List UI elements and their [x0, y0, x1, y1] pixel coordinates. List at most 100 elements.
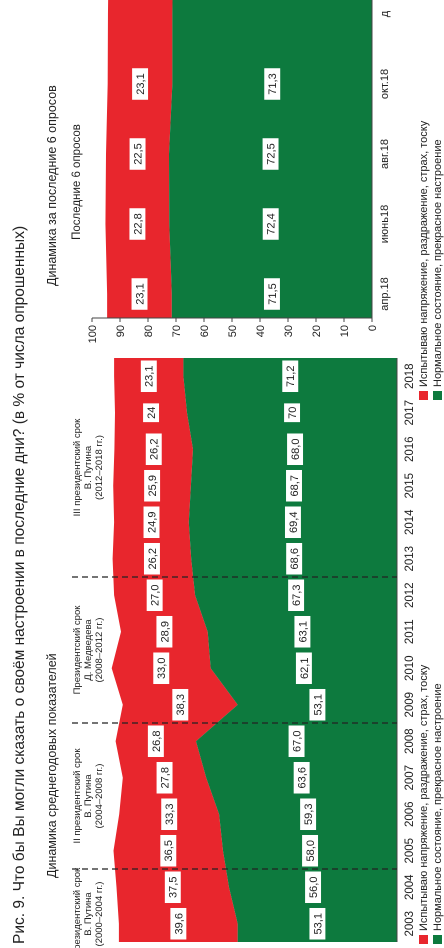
data-label-normal-box [286, 542, 303, 575]
data-label-normal-box [309, 907, 326, 940]
data-label-stress-text: 26,2 [149, 439, 161, 460]
legend-right: Испытываю напряжение, раздражение, страх… [418, 120, 444, 400]
data-label-stress: 23,1 [140, 360, 157, 393]
y-tick-label: 10 [339, 325, 351, 337]
data-label-normal-text: 62,1 [299, 658, 311, 679]
data-label-normal-text: 58,0 [305, 840, 317, 861]
data-label-normal-box [300, 798, 317, 831]
recent-surveys-chart: 0 10 20 30 40 50 60 70 80 90 100 апр.18 июнь18 авг.18… [71, 0, 391, 343]
data-label-stress-text: 24 [146, 407, 158, 419]
data-label-normal-text: 68,7 [289, 475, 301, 496]
data-label-normal-text: 70 [287, 407, 299, 419]
data-label-stress: 24,9 [143, 506, 160, 539]
figure-title: Рис. 9. Что бы Вы могли сказать о своём … [11, 226, 28, 944]
x-tick-label: д [379, 10, 391, 17]
data-label-stress-text: 38,3 [175, 694, 187, 715]
term-caption-line: II президентский срок [72, 748, 83, 844]
data-label-normal-box [309, 688, 326, 721]
legend-left: Испытываю напряжение, раздражение, страх… [418, 664, 444, 944]
y-tick-label: 90 [115, 325, 127, 337]
annual-area-chart: 2003 2004 2005 2006 2007 2008 2009 2010 2011 2012… [111, 358, 416, 942]
data-label-normal: 62,1 [295, 652, 312, 685]
x-tick-label: 2005 [404, 838, 416, 864]
data-label-stress-box [140, 360, 157, 393]
y-tick-label: 50 [227, 325, 239, 337]
term-caption-line: (2000–2004 гг.) [94, 882, 105, 947]
data-label-normal: 71,3 [264, 68, 281, 100]
data-label-normal-text: 69,4 [288, 512, 300, 533]
data-label-stress: 26,2 [145, 433, 162, 466]
data-label-stress-box [129, 138, 146, 170]
data-label-stress: 23,1 [132, 68, 149, 100]
data-label-stress: 36,5 [160, 834, 177, 867]
data-label-normal-box [282, 360, 299, 393]
data-label-stress-text: 26,2 [147, 548, 159, 569]
term-caption-line: Д. Медведева [83, 619, 94, 681]
data-label-stress-text: 27,8 [159, 767, 171, 788]
x-tick-label: апр.18 [379, 277, 391, 310]
data-label-stress-box [164, 871, 181, 904]
term-caption-line: В. Путина [83, 892, 94, 936]
data-label-normal-text: 68,0 [290, 439, 302, 460]
x-tick-label: окт.18 [379, 69, 391, 99]
data-label-normal: 53,1 [309, 688, 326, 721]
data-label-normal-text: 67,3 [291, 585, 303, 606]
data-label-normal-box [284, 403, 301, 423]
y-tick-label: 60 [199, 325, 211, 337]
data-label-normal: 59,3 [300, 798, 317, 831]
x-tick-label: 2009 [404, 692, 416, 718]
term-caption-line: (2008–2012 гг.) [94, 618, 105, 683]
data-label-normal-text: 59,3 [303, 804, 315, 825]
x-tick-label: 2011 [404, 619, 416, 644]
left-panel-subtitle: Динамика среднегодовых показателей [45, 653, 59, 878]
data-label-stress: 26,8 [147, 725, 164, 758]
data-label-normal-box [262, 138, 279, 170]
data-label-normal-box [305, 871, 322, 904]
data-label-normal: 63,1 [294, 615, 311, 648]
data-label-normal-text: 67,0 [291, 731, 303, 752]
data-label-stress-box [143, 403, 160, 423]
term-caption: Президентский срок Д. Медведева (2008–2012… [72, 605, 105, 695]
term-caption-line: III президентский срок [72, 418, 83, 517]
data-label-normal-box [293, 761, 310, 794]
data-label-stress: 26,2 [143, 542, 160, 575]
term-caption-line: (2012–2018 гг.) [94, 435, 105, 500]
term-caption-line: I президентский срок [72, 867, 83, 948]
data-label-normal-text: 63,6 [297, 767, 309, 788]
y-tick-label: 80 [143, 325, 155, 337]
right-panel-subtitle: Динамика за последние 6 опросов [45, 85, 59, 286]
data-label-stress: 22,5 [129, 138, 146, 170]
normal-area [183, 358, 397, 942]
data-label-normal: 67,3 [288, 579, 305, 612]
data-label-normal-box [295, 652, 312, 685]
data-label-normal-box [284, 506, 301, 539]
data-label-normal-text: 56,0 [308, 877, 320, 898]
data-label-stress-text: 23,1 [134, 283, 146, 304]
data-label-stress: 33,3 [161, 798, 178, 831]
legend-swatch-normal [433, 391, 442, 400]
data-label-normal-box [294, 615, 311, 648]
data-label-stress: 25,9 [144, 469, 161, 502]
legend-label-normal: Нормальное состояние, прекрасное настрое… [432, 139, 444, 387]
x-tick-label: 2016 [404, 436, 416, 462]
legend-swatch-normal [433, 935, 442, 944]
x-tick-label: 2018 [404, 363, 416, 389]
term-caption-line: В. Путина [83, 445, 94, 489]
x-tick-label: 2003 [404, 911, 416, 937]
term-caption-line: (2004–2008 гг.) [94, 764, 105, 829]
data-label-normal-text: 71,3 [267, 73, 279, 94]
y-tick-label: 30 [283, 325, 295, 337]
x-tick-label: 2014 [404, 509, 416, 535]
data-label-stress-text: 22,8 [132, 213, 144, 234]
data-label-normal-text: 63,1 [297, 621, 309, 642]
data-label-normal-text: 72,4 [266, 213, 278, 234]
data-label-stress-box [131, 278, 148, 310]
data-label-normal-box [288, 725, 305, 758]
data-label-normal: 68,7 [286, 469, 302, 502]
data-label-normal-box [263, 278, 280, 310]
stress-area [111, 358, 238, 942]
data-label-stress-box [172, 688, 189, 721]
data-label-normal: 56,0 [305, 871, 322, 904]
data-label-stress-text: 39,6 [173, 913, 185, 934]
data-label-normal-text: 71,2 [285, 366, 297, 387]
